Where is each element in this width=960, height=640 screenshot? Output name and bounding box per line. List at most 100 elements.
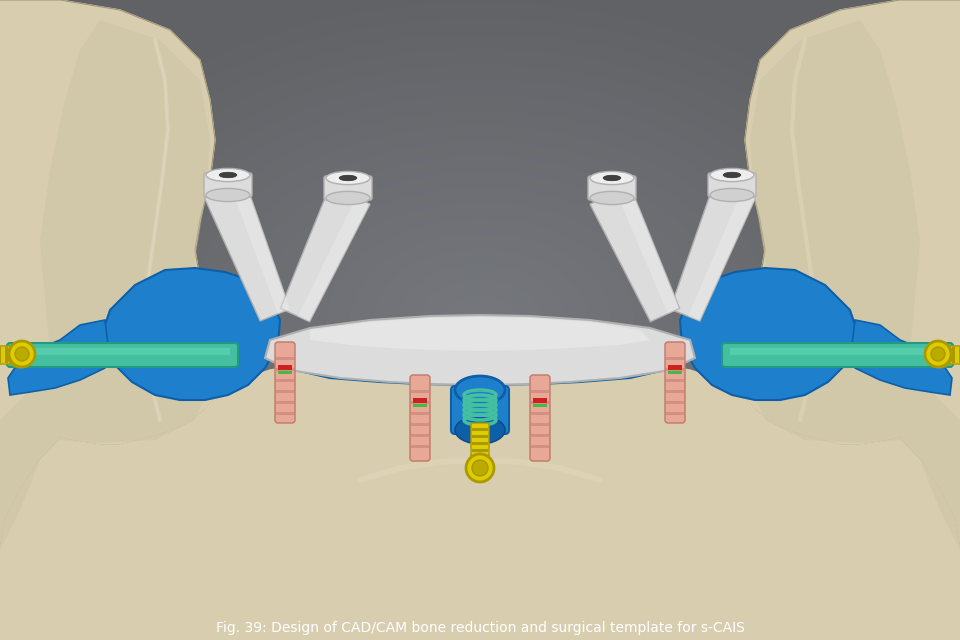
Ellipse shape bbox=[219, 172, 237, 178]
Polygon shape bbox=[670, 182, 756, 321]
Text: Fig. 39: Design of CAD/CAM bone reduction and surgical template for s-CAIS: Fig. 39: Design of CAD/CAM bone reductio… bbox=[216, 621, 744, 635]
Bar bbox=[531, 423, 549, 426]
Bar bbox=[666, 368, 684, 371]
Bar bbox=[276, 412, 294, 415]
Polygon shape bbox=[0, 0, 225, 550]
Ellipse shape bbox=[931, 347, 945, 361]
Bar bbox=[666, 357, 684, 360]
Ellipse shape bbox=[472, 460, 488, 476]
Ellipse shape bbox=[590, 172, 634, 184]
Bar bbox=[472, 456, 488, 459]
Bar bbox=[411, 401, 429, 404]
FancyBboxPatch shape bbox=[204, 173, 252, 197]
Bar bbox=[276, 401, 294, 404]
Ellipse shape bbox=[8, 343, 32, 367]
Ellipse shape bbox=[615, 337, 685, 372]
Bar bbox=[276, 379, 294, 382]
Ellipse shape bbox=[15, 347, 29, 361]
Bar bbox=[472, 435, 488, 438]
Ellipse shape bbox=[206, 188, 250, 202]
FancyBboxPatch shape bbox=[275, 342, 295, 423]
FancyBboxPatch shape bbox=[530, 375, 550, 461]
Polygon shape bbox=[310, 317, 650, 351]
Bar bbox=[666, 401, 684, 404]
Bar bbox=[15, 348, 230, 355]
Polygon shape bbox=[282, 321, 680, 385]
Bar bbox=[276, 357, 294, 360]
Ellipse shape bbox=[9, 341, 35, 367]
Bar bbox=[666, 379, 684, 382]
Bar bbox=[531, 412, 549, 415]
Bar bbox=[276, 390, 294, 393]
Polygon shape bbox=[745, 20, 960, 550]
Ellipse shape bbox=[326, 172, 370, 184]
Polygon shape bbox=[688, 193, 756, 321]
Bar bbox=[472, 442, 488, 445]
FancyBboxPatch shape bbox=[722, 343, 953, 367]
Ellipse shape bbox=[275, 337, 345, 372]
Polygon shape bbox=[735, 0, 960, 550]
Polygon shape bbox=[0, 20, 215, 550]
Bar bbox=[952, 347, 955, 363]
Ellipse shape bbox=[928, 343, 952, 367]
Ellipse shape bbox=[455, 376, 505, 404]
FancyBboxPatch shape bbox=[324, 176, 372, 200]
Polygon shape bbox=[680, 268, 855, 400]
Ellipse shape bbox=[339, 175, 357, 180]
FancyBboxPatch shape bbox=[588, 176, 636, 200]
Ellipse shape bbox=[206, 168, 250, 182]
Bar bbox=[533, 404, 547, 407]
Bar bbox=[5, 347, 8, 363]
Polygon shape bbox=[616, 186, 680, 314]
FancyBboxPatch shape bbox=[708, 173, 756, 197]
Bar bbox=[531, 445, 549, 448]
Bar bbox=[411, 445, 429, 448]
Polygon shape bbox=[590, 186, 680, 322]
Bar bbox=[531, 434, 549, 437]
Bar bbox=[276, 368, 294, 371]
FancyBboxPatch shape bbox=[665, 342, 685, 423]
Polygon shape bbox=[180, 454, 780, 640]
Bar bbox=[531, 401, 549, 404]
Polygon shape bbox=[105, 268, 280, 400]
Bar bbox=[533, 398, 547, 403]
Bar bbox=[413, 404, 427, 407]
Polygon shape bbox=[204, 182, 290, 321]
Ellipse shape bbox=[925, 341, 951, 367]
Ellipse shape bbox=[466, 454, 494, 482]
Bar bbox=[472, 428, 488, 431]
Ellipse shape bbox=[603, 175, 621, 180]
Polygon shape bbox=[280, 186, 370, 322]
Polygon shape bbox=[298, 198, 370, 322]
Bar bbox=[411, 423, 429, 426]
Bar bbox=[411, 390, 429, 393]
Ellipse shape bbox=[710, 168, 754, 182]
Ellipse shape bbox=[455, 416, 505, 444]
Polygon shape bbox=[852, 320, 952, 395]
Bar bbox=[730, 348, 945, 355]
Ellipse shape bbox=[590, 191, 634, 205]
Bar bbox=[666, 390, 684, 393]
Ellipse shape bbox=[723, 172, 741, 178]
Bar bbox=[531, 390, 549, 393]
Bar bbox=[472, 449, 488, 452]
FancyBboxPatch shape bbox=[0, 346, 22, 364]
Ellipse shape bbox=[13, 348, 27, 362]
Bar bbox=[666, 412, 684, 415]
Polygon shape bbox=[8, 320, 108, 395]
Bar bbox=[411, 412, 429, 415]
Ellipse shape bbox=[710, 188, 754, 202]
Ellipse shape bbox=[933, 348, 947, 362]
Bar bbox=[12, 347, 15, 363]
FancyBboxPatch shape bbox=[7, 343, 238, 367]
Polygon shape bbox=[231, 182, 290, 314]
FancyBboxPatch shape bbox=[410, 375, 430, 461]
FancyBboxPatch shape bbox=[471, 423, 489, 467]
Bar bbox=[668, 371, 682, 374]
Bar bbox=[278, 365, 292, 370]
Polygon shape bbox=[0, 357, 960, 640]
Bar bbox=[945, 347, 948, 363]
Bar bbox=[278, 371, 292, 374]
Bar bbox=[411, 434, 429, 437]
Polygon shape bbox=[265, 315, 695, 385]
